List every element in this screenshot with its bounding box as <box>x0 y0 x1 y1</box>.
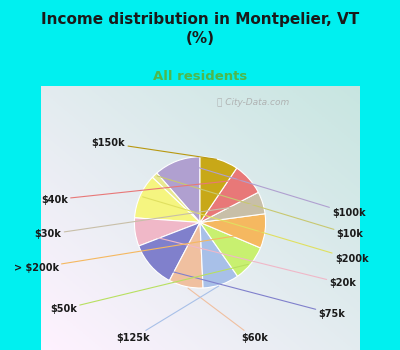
Text: All residents: All residents <box>153 70 247 83</box>
Text: $60k: $60k <box>188 288 268 343</box>
Text: $150k: $150k <box>92 138 216 159</box>
Text: Income distribution in Montpelier, VT
(%): Income distribution in Montpelier, VT (%… <box>41 12 359 46</box>
Wedge shape <box>200 168 258 223</box>
Text: $125k: $125k <box>116 286 219 343</box>
Wedge shape <box>200 223 238 288</box>
Text: $30k: $30k <box>35 203 260 239</box>
Text: ⓘ City-Data.com: ⓘ City-Data.com <box>217 98 289 107</box>
Wedge shape <box>200 193 265 223</box>
Wedge shape <box>134 218 200 246</box>
Wedge shape <box>139 223 200 280</box>
Wedge shape <box>134 177 200 223</box>
Text: $10k: $10k <box>157 176 364 239</box>
Wedge shape <box>152 173 200 223</box>
Wedge shape <box>157 157 200 223</box>
Text: $20k: $20k <box>138 233 356 288</box>
Wedge shape <box>200 223 260 276</box>
Wedge shape <box>200 157 237 223</box>
Text: $75k: $75k <box>154 267 345 318</box>
Wedge shape <box>170 223 203 288</box>
Text: $50k: $50k <box>50 264 248 314</box>
Text: $200k: $200k <box>143 197 368 264</box>
Wedge shape <box>200 214 266 248</box>
Text: $40k: $40k <box>41 179 246 205</box>
Text: $100k: $100k <box>180 162 366 218</box>
Text: > $200k: > $200k <box>14 232 262 273</box>
